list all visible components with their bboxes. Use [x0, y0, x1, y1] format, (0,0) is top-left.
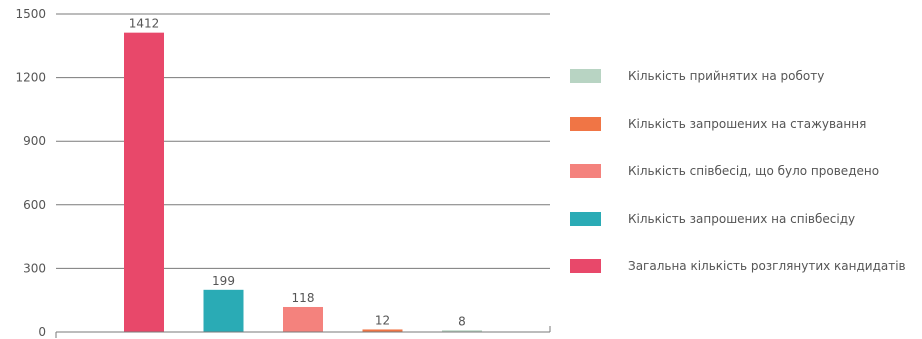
bar	[283, 306, 323, 332]
bar-value-label: 199	[212, 274, 235, 288]
legend-label: Кількість прийнятих на роботу	[628, 69, 825, 83]
legend-swatch	[570, 69, 601, 83]
bars	[124, 32, 482, 332]
bar-chart: 0 300 600 900 1200 1500 1412 199 118 12 8	[15, 7, 551, 339]
legend-swatch	[570, 211, 601, 226]
bar	[203, 289, 244, 332]
data-labels: 1412 199 118 12 8	[129, 17, 466, 329]
y-tick-label: 1500	[15, 7, 46, 21]
y-tick-label: 600	[23, 198, 46, 212]
legend-label: Кількість співбесід, що було проведено	[628, 164, 880, 178]
legend-swatch	[570, 116, 601, 131]
legend-item: Кількість співбесід, що було проведено	[570, 159, 920, 183]
legend-label: Кількість запрошених на стажування	[628, 116, 867, 131]
x-axis	[55, 326, 551, 338]
bar-value-label: 12	[375, 313, 390, 327]
legend: Кількість прийнятих на роботу Кількість …	[570, 64, 920, 302]
y-tick-label: 300	[23, 261, 46, 275]
legend-label: Загальна кількість розглянутих кандидаті…	[628, 259, 906, 273]
bar	[362, 329, 403, 332]
y-tick-label: 900	[23, 134, 46, 148]
bar	[442, 330, 482, 332]
bar	[124, 32, 164, 332]
legend-item: Кількість прийнятих на роботу	[570, 64, 920, 88]
legend-item: Кількість запрошених на співбесіду	[570, 207, 920, 231]
y-tick-label: 1200	[15, 71, 46, 85]
legend-item: Кількість запрошених на стажування	[570, 112, 920, 136]
bar-value-label: 8	[458, 314, 466, 328]
legend-label: Кількість запрошених на співбесіду	[628, 211, 856, 226]
legend-swatch	[570, 259, 601, 273]
legend-item: Загальна кількість розглянутих кандидаті…	[570, 254, 920, 278]
legend-swatch	[570, 164, 601, 178]
bar-value-label: 1412	[129, 17, 160, 31]
y-tick-label: 0	[38, 325, 46, 339]
bar-value-label: 118	[292, 291, 315, 305]
y-axis-ticks: 0 300 600 900 1200 1500	[15, 7, 46, 339]
